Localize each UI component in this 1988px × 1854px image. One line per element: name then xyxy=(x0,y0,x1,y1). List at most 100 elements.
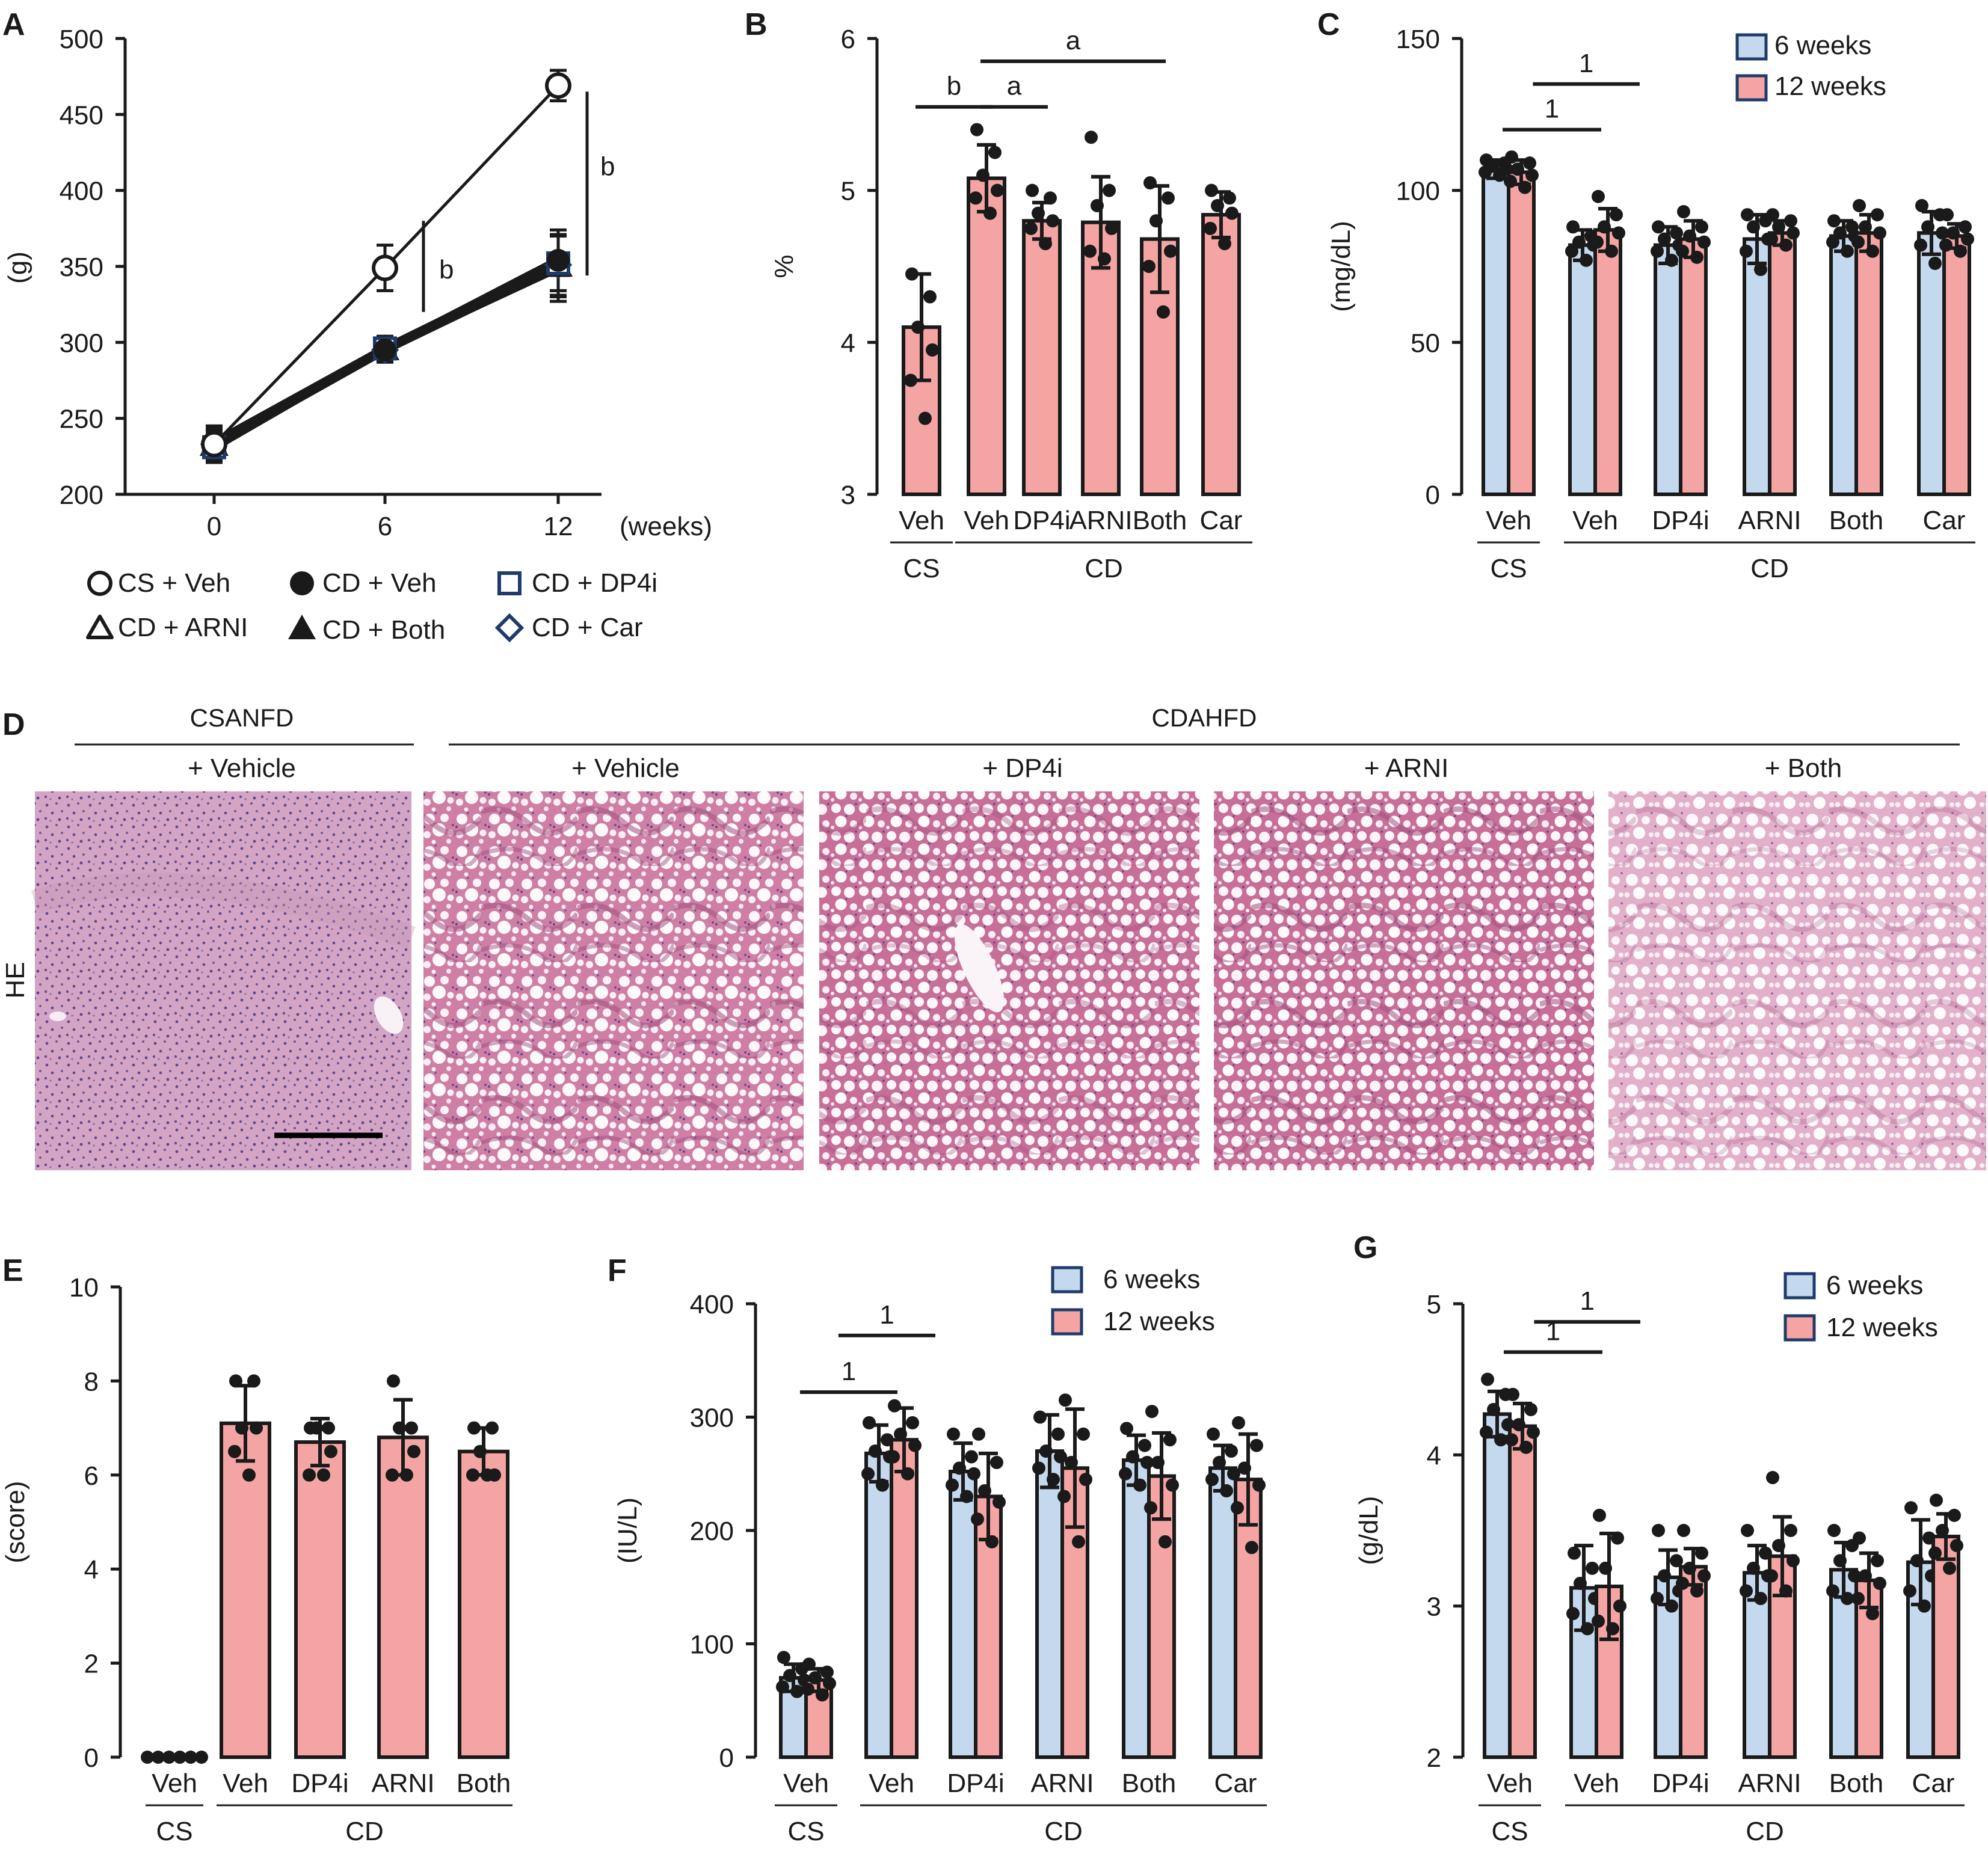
bar xyxy=(1483,1412,1512,1760)
data-point xyxy=(1695,1546,1708,1560)
data-point xyxy=(1480,1425,1493,1439)
data-point xyxy=(1204,221,1217,235)
legend-swatch-6-weeks xyxy=(1735,33,1768,61)
data-point xyxy=(1914,238,1927,252)
y-tick-label: 0 xyxy=(84,1743,99,1773)
data-point xyxy=(1033,1410,1047,1424)
data-point xyxy=(1910,1554,1924,1568)
legend-swatch-12-weeks xyxy=(1051,1308,1083,1336)
y-tick-label: 6 xyxy=(84,1461,99,1491)
data-point xyxy=(1786,226,1800,240)
data-point xyxy=(1525,168,1539,182)
data-point xyxy=(908,1438,922,1452)
data-point xyxy=(250,1421,263,1435)
data-point xyxy=(1479,165,1492,179)
data-point xyxy=(1652,220,1665,234)
chart-panel-c: 0 50 100 150 (mg/dL) Veh Veh DP4i ARNI Both Car CS C… xyxy=(1326,25,1975,583)
data-point xyxy=(801,1682,814,1696)
data-point xyxy=(1057,1490,1071,1503)
data-point xyxy=(888,1399,901,1413)
x-tick-label: ARNI xyxy=(371,1769,434,1798)
data-point xyxy=(1032,1461,1045,1475)
y-axis-title: (IU/L) xyxy=(613,1497,642,1564)
data-point xyxy=(310,1421,323,1435)
data-point xyxy=(201,431,227,458)
data-point xyxy=(783,1669,796,1683)
data-point xyxy=(1524,1402,1537,1416)
data-point xyxy=(1024,221,1038,235)
legend-label-cs-veh: CS + Veh xyxy=(118,568,230,598)
group-label-csanfd: CSANFD xyxy=(190,704,294,732)
data-point xyxy=(1512,1418,1525,1432)
data-point xyxy=(1039,237,1052,251)
data-point xyxy=(545,72,571,99)
data-point xyxy=(1939,238,1953,252)
data-point xyxy=(1741,1524,1754,1537)
data-point xyxy=(1051,1427,1065,1441)
legend-marker-filled-circle xyxy=(290,571,314,595)
bar xyxy=(1743,237,1771,496)
data-point xyxy=(1859,220,1872,234)
data-point xyxy=(1841,244,1854,258)
x-tick-label: DP4i xyxy=(1652,1769,1709,1798)
legend-panel-f: 6 weeks 12 weeks xyxy=(1051,1265,1215,1336)
x-tick-label: 12 xyxy=(544,512,573,541)
legend-panel-c: 6 weeks 12 weeks xyxy=(1735,31,1886,102)
data-point xyxy=(1676,244,1689,258)
data-point xyxy=(1695,220,1708,234)
data-point xyxy=(1599,1561,1612,1575)
y-axis-title: (g) xyxy=(3,251,32,284)
x-tick-label: 0 xyxy=(207,512,221,541)
data-point xyxy=(978,1484,991,1498)
data-point xyxy=(1145,1405,1159,1419)
x-tick-label: ARNI xyxy=(1030,1769,1094,1798)
data-point xyxy=(1105,221,1118,235)
data-point xyxy=(1126,1450,1139,1464)
bar xyxy=(1854,231,1883,496)
data-point xyxy=(1119,1467,1132,1481)
bar xyxy=(458,1449,509,1759)
data-point xyxy=(1487,1402,1500,1416)
bar xyxy=(890,1438,919,1759)
data-point xyxy=(960,1490,973,1503)
data-point xyxy=(1225,206,1239,220)
x-tick-label: Veh xyxy=(1572,506,1618,535)
data-point xyxy=(1085,130,1098,144)
y-tick-label: 150 xyxy=(1396,25,1440,54)
column-label-cd-dp4i: + DP4i xyxy=(982,754,1062,783)
y-axis-title: (score) xyxy=(1,1481,30,1564)
data-point xyxy=(1826,235,1839,249)
legend-marker-filled-triangle xyxy=(288,615,316,639)
data-point xyxy=(1826,1584,1839,1598)
legend-label-cd-car: CD + Car xyxy=(532,613,643,642)
x-tick-label: Car xyxy=(1912,1769,1955,1798)
data-point xyxy=(1527,1425,1540,1439)
data-point xyxy=(1784,1524,1797,1537)
data-point xyxy=(1754,1592,1767,1606)
legend-swatch-6-weeks xyxy=(1051,1266,1083,1294)
data-point xyxy=(1205,1473,1219,1487)
data-point xyxy=(1866,244,1879,258)
histology-image-cd-dp4i xyxy=(819,791,1199,1170)
y-tick-label: 6 xyxy=(841,25,855,54)
data-point xyxy=(1765,232,1778,246)
x-tick-label: Veh xyxy=(223,1769,268,1798)
legend-swatch-12-weeks xyxy=(1735,74,1768,102)
y-tick-label: 4 xyxy=(841,328,855,358)
data-point xyxy=(1950,1539,1963,1553)
group-label: CS xyxy=(1490,554,1527,583)
data-point xyxy=(1054,1450,1067,1464)
data-point xyxy=(894,1427,907,1441)
data-point xyxy=(1866,1607,1879,1621)
data-point xyxy=(1921,220,1934,234)
y-tick-label: 450 xyxy=(60,100,103,130)
data-point xyxy=(1039,1444,1053,1458)
panel-letter-f: F xyxy=(608,1253,627,1288)
chart-panel-e: 0 2 4 6 8 10 (score) Veh Veh DP4i ARNI Both CS CD xyxy=(1,1273,512,1846)
data-point xyxy=(820,1665,834,1679)
stain-label-he: HE xyxy=(1,962,30,998)
data-point xyxy=(1566,1607,1580,1621)
data-point xyxy=(1683,1561,1696,1575)
data-point xyxy=(400,1468,413,1482)
